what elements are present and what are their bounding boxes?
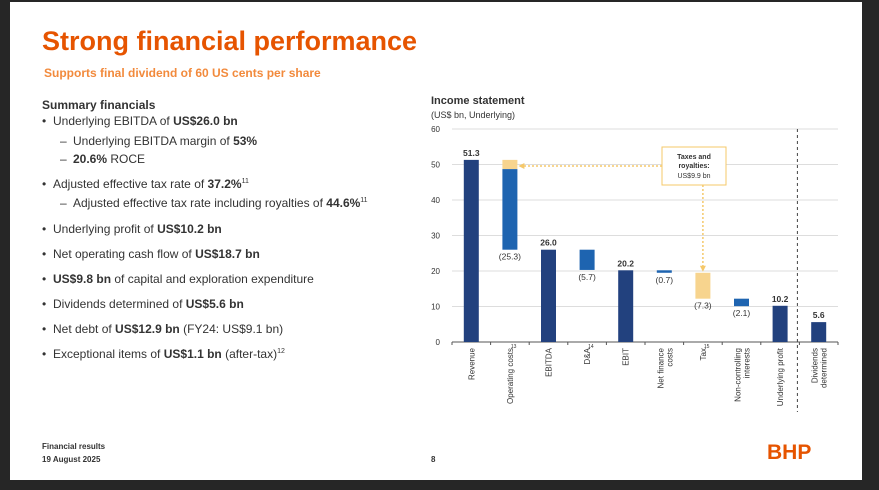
category-label: EBIT [622, 348, 631, 366]
y-tick-label: 10 [431, 303, 440, 312]
summary-bold: US$9.8 bn [53, 272, 112, 286]
summary-item: Dividends determined of US$5.6 bn [42, 297, 244, 311]
summary-sup: 11 [360, 197, 368, 204]
summary-bold: US$1.1 bn [163, 347, 222, 361]
summary-item: 20.6% ROCE [42, 152, 145, 166]
summary-pre: Adjusted effective tax rate of [53, 177, 208, 191]
data-label: 10.2 [772, 294, 789, 304]
footer-title: Financial results [42, 442, 106, 451]
slide: Strong financial performance Supports fi… [10, 2, 862, 480]
summary-pre: Underlying EBITDA margin of [73, 134, 234, 148]
page-subtitle: Supports final dividend of 60 US cents p… [44, 66, 321, 80]
summary-pre: Exceptional items of [53, 347, 164, 361]
bar-1 [502, 169, 518, 250]
data-label: (7.3) [694, 301, 712, 311]
summary-bold: US$12.9 bn [115, 322, 180, 336]
summary-pre: Dividends determined of [53, 297, 186, 311]
data-label: (25.3) [499, 252, 521, 262]
bar-2 [541, 249, 556, 342]
data-label: 20.2 [617, 258, 634, 268]
category-label: Non-controllinginterests [734, 348, 752, 402]
data-label: (5.7) [578, 272, 596, 282]
summary-item: Adjusted effective tax rate of 37.2%11 [42, 177, 249, 191]
page-title: Strong financial performance [42, 26, 418, 56]
y-tick-label: 60 [431, 125, 440, 134]
summary-bold: US$10.2 bn [157, 222, 222, 236]
category-label: EBITDA [545, 347, 554, 377]
summary-post: of capital and exploration expenditure [111, 272, 314, 286]
bhp-logo: BHP [767, 441, 812, 464]
bar-3 [579, 249, 595, 270]
category-footnote: 13 [511, 344, 517, 350]
y-tick-label: 20 [431, 267, 440, 276]
summary-item: US$9.8 bn of capital and exploration exp… [42, 272, 314, 286]
summary-bold: US$18.7 bn [195, 247, 260, 261]
arrow-head-icon [518, 163, 525, 169]
arrow-head-icon [699, 265, 706, 272]
summary-post: ROCE [107, 152, 146, 166]
summary-bold: US$5.6 bn [185, 297, 244, 311]
category-label: Operating costs [506, 348, 515, 404]
summary-bold: 44.6% [326, 196, 361, 210]
footer-date: 19 August 2025 [42, 455, 101, 464]
summary-bold: 37.2% [207, 177, 242, 191]
summary-item: Adjusted effective tax rate including ro… [42, 196, 368, 210]
summary-item: Underlying EBITDA margin of 53% [42, 134, 257, 148]
summary-sup: 11 [241, 178, 249, 185]
bar-7 [734, 298, 749, 307]
callout-line3: US$9.9 bn [677, 173, 710, 180]
bar-5 [656, 270, 672, 273]
summary-post: (FY24: US$9.1 bn) [179, 322, 284, 336]
summary-item: Net operating cash flow of US$18.7 bn [42, 247, 260, 261]
summary-pre: Net debt of [53, 322, 116, 336]
page-number: 8 [431, 455, 436, 464]
data-label: 5.6 [813, 310, 825, 320]
callout-line1: Taxes and [677, 154, 711, 161]
category-label: Dividendsdetermined [811, 348, 829, 388]
y-tick-label: 50 [431, 161, 440, 170]
category-footnote: 14 [588, 344, 594, 350]
bar-0 [463, 159, 479, 342]
category-label: D&A [583, 347, 592, 364]
summary-item: Underlying EBITDA of US$26.0 bn [42, 114, 238, 128]
bar-4 [618, 270, 634, 342]
chart-subtitle: (US$ bn, Underlying) [431, 110, 516, 120]
summary-pre: Underlying EBITDA of [53, 114, 174, 128]
chart-title: Income statement [431, 95, 525, 107]
summary-item: Exceptional items of US$1.1 bn (after-ta… [42, 347, 285, 361]
category-label: Net financecosts [656, 347, 674, 388]
category-label: Revenue [467, 347, 476, 380]
summary-item: Underlying profit of US$10.2 bn [42, 222, 222, 236]
summary-bold: 53% [233, 134, 258, 148]
summary-pre: Net operating cash flow of [53, 247, 196, 261]
data-label: 51.3 [463, 148, 480, 158]
y-tick-label: 0 [436, 338, 441, 347]
data-label: (0.7) [656, 275, 674, 285]
summary-bold: 20.6% [73, 152, 108, 166]
callout-line2: royalties: [678, 163, 709, 170]
y-tick-label: 30 [431, 232, 440, 241]
callout-box [661, 146, 727, 186]
summary-pre: Underlying profit of [53, 222, 158, 236]
bar-6 [695, 272, 711, 299]
data-label: 26.0 [540, 238, 557, 248]
summary-sup: 12 [277, 348, 285, 355]
data-label: (2.1) [733, 308, 751, 318]
bar-royalties [502, 159, 518, 170]
category-label: Underlying profit [776, 347, 785, 406]
summary-post: (after-tax) [221, 347, 278, 361]
summary-item: Net debt of US$12.9 bn (FY24: US$9.1 bn) [42, 322, 283, 336]
income-statement-chart: 0 10 20 30 40 50 60 51.3 Revenue (25.3) Operating … [431, 125, 839, 412]
summary-pre: Adjusted effective tax rate including ro… [73, 196, 327, 210]
category-footnote: 15 [704, 344, 710, 350]
bar-8 [772, 305, 788, 342]
summary-bold: US$26.0 bn [173, 114, 238, 128]
category-label: Tax [699, 348, 708, 360]
bar-9 [811, 322, 827, 342]
summary-heading: Summary financials [42, 98, 156, 112]
y-tick-label: 40 [431, 196, 440, 205]
